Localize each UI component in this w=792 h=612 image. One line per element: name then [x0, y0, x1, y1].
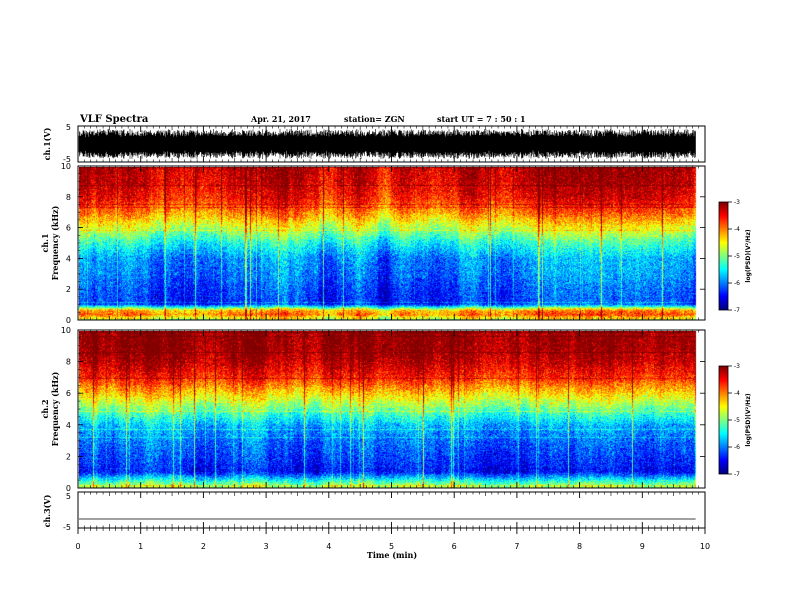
colorbar-tick-label: -5	[734, 253, 740, 260]
x-axis-label: Time (min)	[367, 550, 417, 560]
y-tick-label: 10	[61, 326, 71, 335]
ch3-waveform-ylabel: ch.3(V)	[42, 494, 52, 527]
colorbar-tick-label: -6	[734, 280, 740, 287]
chart-title: VLF Spectra	[79, 114, 149, 125]
colorbar-tick-label: -7	[734, 471, 740, 478]
time-tick-label: 2	[201, 542, 206, 551]
y-tick-label: 6	[66, 389, 71, 398]
ch1-ytick-top: 5	[66, 123, 71, 132]
colorbar-tick-label: -4	[734, 390, 740, 397]
time-tick-label: 10	[700, 542, 710, 551]
ch1-spectrogram-heatmap	[79, 167, 705, 320]
y-tick-label: 8	[66, 193, 71, 202]
ch2-colorbar-label: log(PSD)(V²/Hz)	[745, 393, 752, 446]
ch1-ytick-bottom: -5	[63, 155, 71, 164]
y-tick-label: 4	[66, 254, 71, 263]
ch3-ytick-top: 5	[66, 492, 71, 501]
time-tick-label: 1	[138, 542, 143, 551]
colorbar-tick-label: -3	[734, 199, 740, 206]
time-tick-label: 4	[326, 542, 331, 551]
ch1-spectrogram-panel: 0 2 4 6 8 10 ch.1 Frequency (kHz)	[40, 162, 706, 325]
time-tick-label: 7	[514, 542, 519, 551]
colorbar-tick-label: -5	[734, 417, 740, 424]
colorbar-tick-label: -6	[734, 444, 740, 451]
header-station: station= ZGN	[344, 114, 405, 124]
colorbar-tick-label: -3	[734, 363, 740, 370]
y-tick-label: 0	[66, 316, 71, 325]
ch2-spectrogram-ylabel-frequency: Frequency (kHz)	[50, 371, 60, 446]
ch2-colorbar: -3 -4 -5 -6 -7 log(PSD)(V²/Hz)	[718, 363, 752, 478]
y-tick-label: 0	[66, 484, 71, 493]
ch1-spectrogram-ylabel-channel: ch.1	[40, 233, 50, 252]
time-tick-label: 9	[640, 542, 645, 551]
ch1-waveform-ylabel: ch.1(V)	[42, 127, 52, 160]
ch1-colorbar: -3 -4 -5 -6 -7 log(PSD)(V²/Hz)	[718, 199, 752, 314]
header-start-time: start UT = 7 : 50 : 1	[437, 114, 526, 124]
ch2-spectrogram-panel: 0 2 4 6 8 10 ch.2 Frequency (kHz)	[40, 326, 706, 493]
y-tick-label: 4	[66, 421, 71, 430]
ch2-spectrogram-ylabel-channel: ch.2	[40, 399, 50, 418]
colorbar-tick-label: -7	[734, 307, 740, 314]
ch2-spectrogram-heatmap	[79, 331, 705, 488]
header-date: Apr. 21, 2017	[250, 114, 311, 124]
y-tick-label: 10	[61, 162, 71, 171]
ch3-ytick-bottom: -5	[63, 523, 71, 532]
y-tick-label: 2	[66, 452, 71, 461]
time-tick-label: 8	[577, 542, 582, 551]
ch1-spectrogram-ylabel-frequency: Frequency (kHz)	[50, 205, 60, 280]
ch3-waveform-panel: 5 -5 ch.3(V)	[42, 491, 706, 532]
time-tick-label: 5	[389, 542, 394, 551]
y-tick-label: 8	[66, 358, 71, 367]
colorbar-tick-label: -4	[734, 226, 740, 233]
ch1-waveform-trace	[78, 128, 696, 160]
y-tick-label: 6	[66, 224, 71, 233]
time-axis-labels: 0 1 2 3 4 5 6 7 8 9 10	[75, 542, 710, 551]
ch1-colorbar-label: log(PSD)(V²/Hz)	[745, 229, 752, 282]
time-tick-label: 0	[75, 542, 80, 551]
time-tick-label: 3	[264, 542, 269, 551]
y-tick-label: 2	[66, 285, 71, 294]
ch1-waveform-panel: 5 -5 ch.1(V)	[42, 123, 706, 164]
time-tick-label: 6	[452, 542, 457, 551]
time-axis-ticks	[77, 126, 706, 534]
